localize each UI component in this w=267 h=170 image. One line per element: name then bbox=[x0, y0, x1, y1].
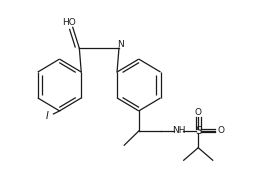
Text: I: I bbox=[46, 111, 49, 121]
Text: O: O bbox=[195, 108, 202, 117]
Text: NH: NH bbox=[172, 126, 185, 135]
Text: O: O bbox=[218, 126, 225, 135]
Text: HO: HO bbox=[62, 18, 76, 27]
Text: S: S bbox=[195, 126, 202, 136]
Text: N: N bbox=[117, 40, 124, 48]
